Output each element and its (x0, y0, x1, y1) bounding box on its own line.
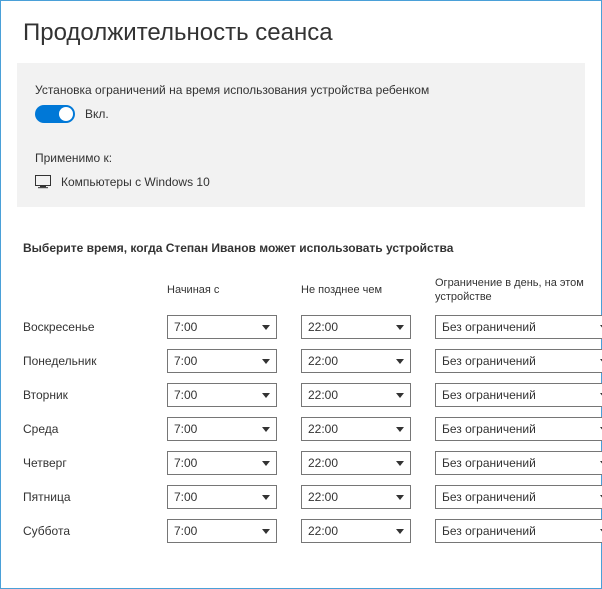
toggle-knob (59, 107, 73, 121)
day-label: Суббота (23, 524, 143, 538)
from-time-select[interactable]: 7:00 (167, 383, 277, 407)
daily-limit-select[interactable]: Без ограничений (435, 519, 602, 543)
col-from-header: Начиная с (167, 284, 277, 308)
daily-limit-select[interactable]: Без ограничений (435, 315, 602, 339)
daily-limit-select[interactable]: Без ограничений (435, 383, 602, 407)
toggle-description: Установка ограничений на время использов… (35, 83, 567, 97)
day-label: Пятница (23, 490, 143, 504)
to-time-select[interactable]: 22:00 (301, 451, 411, 475)
screen-time-toggle[interactable] (35, 105, 75, 123)
day-label: Среда (23, 422, 143, 436)
schedule-grid: Начиная с Не позднее чем Ограничение в д… (23, 277, 579, 553)
toggle-state-label: Вкл. (85, 107, 109, 121)
daily-limit-select[interactable]: Без ограничений (435, 485, 602, 509)
daily-limit-select[interactable]: Без ограничений (435, 417, 602, 441)
page-title: Продолжительность сеанса (1, 1, 601, 63)
col-to-header: Не позднее чем (301, 284, 411, 308)
to-time-select[interactable]: 22:00 (301, 485, 411, 509)
from-time-select[interactable]: 7:00 (167, 485, 277, 509)
from-time-select[interactable]: 7:00 (167, 519, 277, 543)
to-time-select[interactable]: 22:00 (301, 349, 411, 373)
monitor-icon (35, 175, 51, 189)
day-label: Вторник (23, 388, 143, 402)
applies-to-label: Применимо к: (35, 151, 567, 165)
from-time-select[interactable]: 7:00 (167, 451, 277, 475)
day-label: Четверг (23, 456, 143, 470)
from-time-select[interactable]: 7:00 (167, 349, 277, 373)
device-row: Компьютеры с Windows 10 (35, 175, 567, 189)
col-limit-header: Ограничение в день, на этом устройстве (435, 277, 602, 315)
to-time-select[interactable]: 22:00 (301, 383, 411, 407)
to-time-select[interactable]: 22:00 (301, 315, 411, 339)
day-label: Понедельник (23, 354, 143, 368)
day-label: Воскресенье (23, 320, 143, 334)
col-day-header (23, 291, 143, 301)
to-time-select[interactable]: 22:00 (301, 417, 411, 441)
from-time-select[interactable]: 7:00 (167, 315, 277, 339)
toggle-row: Вкл. (35, 105, 567, 123)
from-time-select[interactable]: 7:00 (167, 417, 277, 441)
daily-limit-select[interactable]: Без ограничений (435, 349, 602, 373)
settings-panel: Установка ограничений на время использов… (17, 63, 585, 207)
daily-limit-select[interactable]: Без ограничений (435, 451, 602, 475)
schedule-instruction: Выберите время, когда Степан Иванов може… (23, 241, 579, 255)
schedule-section: Выберите время, когда Степан Иванов може… (1, 207, 601, 553)
to-time-select[interactable]: 22:00 (301, 519, 411, 543)
device-label: Компьютеры с Windows 10 (61, 175, 210, 189)
